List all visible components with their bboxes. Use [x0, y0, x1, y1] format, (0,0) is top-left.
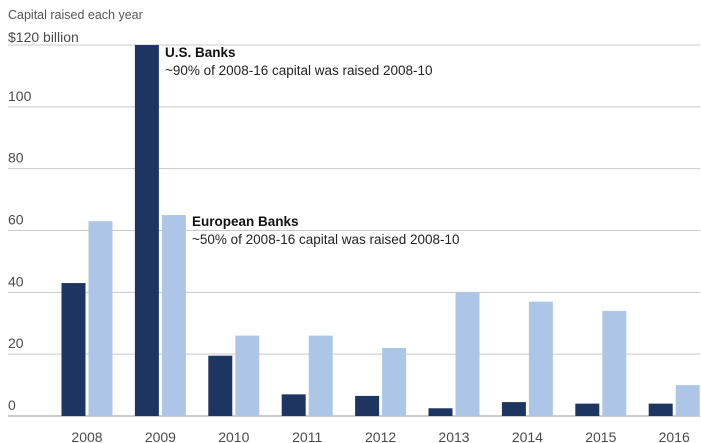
- bar-european-banks-2015: [602, 310, 627, 416]
- bar-u-s-banks-2015: [575, 403, 600, 416]
- bars: [61, 45, 700, 416]
- bar-european-banks-2014: [528, 301, 553, 416]
- x-tick-label-2009: 2009: [145, 429, 176, 443]
- y-axis-labels: 0 20 40 60 80 100: [8, 88, 32, 413]
- x-tick-label-2016: 2016: [659, 429, 690, 443]
- bar-european-banks-2008: [88, 221, 113, 416]
- y-tick-label-40: 40: [8, 273, 24, 289]
- bar-european-banks-2009: [161, 215, 186, 416]
- bar-u-s-banks-2010: [208, 355, 233, 416]
- y-tick-label-80: 80: [8, 150, 24, 166]
- annotation-european-banks-title: European Banks: [192, 214, 299, 229]
- bar-u-s-banks-2008: [61, 283, 86, 416]
- bar-european-banks-2010: [235, 335, 260, 416]
- y-tick-label-20: 20: [8, 335, 24, 351]
- bar-european-banks-2012: [382, 347, 407, 416]
- x-tick-label-2008: 2008: [71, 429, 102, 443]
- annotation-european-banks-text: ~50% of 2008-16 capital was raised 2008-…: [192, 232, 460, 247]
- bar-u-s-banks-2014: [501, 402, 526, 416]
- bar-european-banks-2011: [308, 335, 333, 416]
- x-tick-label-2015: 2015: [585, 429, 616, 443]
- y-tick-label-60: 60: [8, 212, 24, 228]
- bar-european-banks-2016: [675, 385, 700, 416]
- bar-u-s-banks-2013: [428, 408, 453, 416]
- x-tick-label-2011: 2011: [292, 429, 322, 443]
- bar-u-s-banks-2012: [355, 395, 380, 416]
- y-axis-top-label: $120 billion: [8, 29, 79, 45]
- annotation-us-banks-text: ~90% of 2008-16 capital was raised 2008-…: [165, 63, 433, 78]
- x-tick-label-2010: 2010: [218, 429, 249, 443]
- y-tick-label-0: 0: [8, 397, 16, 413]
- x-tick-label-2013: 2013: [438, 429, 469, 443]
- x-tick-label-2012: 2012: [365, 429, 396, 443]
- bar-u-s-banks-2009: [134, 45, 159, 416]
- x-axis-labels: 2008 2009 2010 2011 2012 2013 2014 2015 2016: [71, 429, 690, 443]
- bar-u-s-banks-2011: [281, 394, 306, 416]
- x-tick-label-2014: 2014: [512, 429, 543, 443]
- bar-european-banks-2013: [455, 292, 480, 416]
- gridlines: [8, 44, 700, 417]
- bar-u-s-banks-2016: [648, 403, 673, 416]
- y-tick-label-100: 100: [8, 88, 32, 104]
- chart-caption: Capital raised each year: [8, 8, 143, 22]
- annotations: U.S. Banks ~90% of 2008-16 capital was r…: [165, 45, 460, 247]
- annotation-us-banks-title: U.S. Banks: [165, 45, 236, 60]
